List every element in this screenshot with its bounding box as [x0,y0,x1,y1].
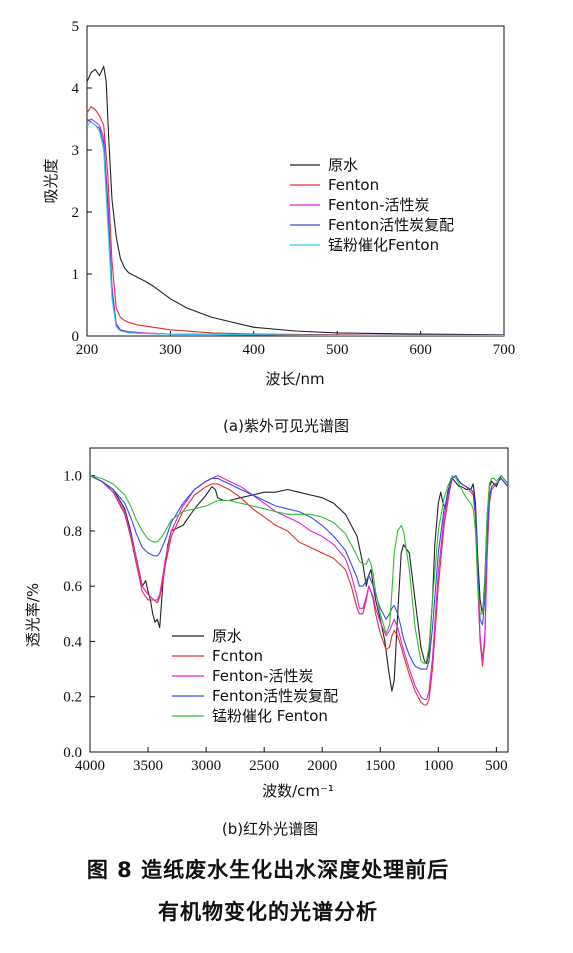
uv-plot-frame [86,25,505,337]
ir-x-ticks: 4000 3500 3000 2500 2000 1500 1000 500 [75,747,508,774]
uv-series-line-4 [86,121,504,336]
uv-series-line-0 [86,65,505,336]
ir-x-tick-label: 4000 [75,758,105,774]
ir-y-tick-label: 0.0 [63,745,82,761]
ir-x-tick-label: 3500 [133,758,163,774]
ir-legend-label-1: Fcnton [212,647,263,665]
uv-caption: (a)紫外可见光谱图 [223,417,349,435]
ir-y-tick-label: 0.2 [63,690,82,706]
uv-y-tick-label: 0 [72,329,80,345]
uv-y-axis-label: 吸光度 [42,158,60,203]
uv-x-tick-label: 200 [76,342,99,358]
ir-series-line-2 [89,475,509,701]
ir-y-tick-label: 0.4 [63,634,82,650]
ir-x-tick-label: 2000 [307,758,337,774]
ir-y-axis-label: 透光率/% [24,583,42,647]
ir-x-tick-label: 3000 [191,758,221,774]
uv-y-tick-label: 2 [72,205,80,221]
figure-title-line2: 有机物变化的光谱分析 [158,900,378,924]
uv-y-tick-label: 4 [72,81,80,97]
uv-y-tick-label: 5 [72,19,80,35]
ir-x-tick-label: 500 [485,758,508,774]
uv-legend-label-3: Fenton活性炭复配 [328,216,454,234]
uv-x-tick-label: 600 [409,342,432,358]
uv-x-tick-label: 500 [326,342,349,358]
ir-y-tick-label: 0.6 [63,579,82,595]
uv-legend-label-1: Fenton [328,176,379,194]
ir-y-ticks: 0.0 0.2 0.4 0.6 0.8 1.0 [63,469,95,761]
uv-x-tick-label: 400 [243,342,266,358]
figure-title-line1: 图 8 造纸废水生化出水深度处理前后 [87,858,449,882]
ir-y-tick-label: 1.0 [63,469,82,485]
uv-vis-chart: 200 300 400 500 600 700 0 1 2 3 4 5 原水 Fenton Fenton… [42,19,515,435]
ir-legend-label-0: 原水 [212,627,242,645]
uv-x-tick-label: 300 [159,342,182,358]
uv-y-tick-label: 1 [72,267,80,283]
uv-y-tick-label: 3 [72,143,80,159]
ir-series-line-4 [89,475,509,665]
uv-x-axis-label: 波长/nm [265,370,324,388]
ir-chart: 4000 3500 3000 2500 2000 1500 1000 500 0.00.20.… [24,447,509,838]
uv-x-ticks: 200 300 400 500 600 700 [76,331,516,358]
ir-series-lines [89,475,509,706]
ir-x-axis-label: 波数/cm⁻¹ [262,782,334,800]
ir-plot-frame [89,447,509,753]
ir-x-tick-label: 1000 [423,758,453,774]
uv-legend-label-4: 锰粉催化Fenton [328,236,439,254]
uv-x-tick-label: 700 [493,342,516,358]
uv-legend-label-2: Fenton-活性炭 [328,196,430,214]
ir-y-tick-label: 0.8 [63,524,82,540]
ir-legend-label-2: Fenton-活性炭 [212,667,314,685]
ir-legend-label-3: Fenton活性炭复配 [212,687,338,705]
ir-caption: (b)红外光谱图 [222,820,318,838]
uv-series-line-1 [86,106,504,336]
ir-series-line-3 [89,475,509,670]
ir-legend-label-4: 锰粉催化 Fenton [212,707,328,725]
ir-x-tick-label: 2500 [249,758,279,774]
uv-y-ticks: 0 1 2 3 4 5 [72,19,92,345]
uv-legend-label-0: 原水 [328,156,358,174]
uv-series-lines [86,65,505,336]
ir-x-tick-label: 1500 [365,758,395,774]
